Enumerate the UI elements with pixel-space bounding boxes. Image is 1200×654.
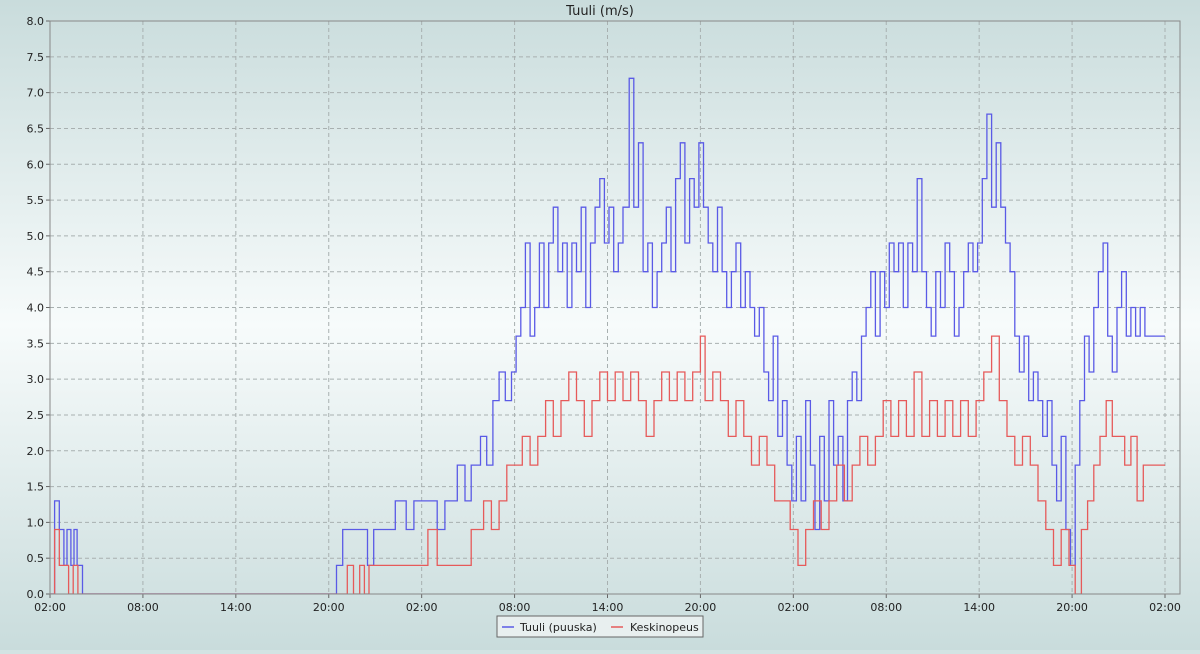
chart-title: Tuuli (m/s) (565, 4, 634, 19)
y-tick-label: 1.5 (27, 481, 45, 494)
legend-label-keskinopeus: Keskinopeus (630, 621, 699, 634)
y-tick-label: 3.0 (27, 373, 45, 386)
y-tick-label: 6.5 (27, 122, 45, 135)
x-tick-label: 20:00 (685, 601, 717, 614)
x-tick-label: 02:00 (406, 601, 438, 614)
x-tick-label: 02:00 (777, 601, 809, 614)
x-axis: 02:00 08:00 14:00 20:00 02:00 08:00 14:00 20:00… (34, 594, 1181, 614)
series-line-puuska (50, 77, 1165, 594)
legend-box (496, 615, 704, 638)
x-tick-label: 08:00 (499, 601, 531, 614)
y-tick-label: 5.0 (27, 230, 45, 243)
x-tick-label: 08:00 (127, 601, 159, 614)
plot-frame (49, 20, 1181, 595)
y-tick-label: 6.0 (27, 158, 45, 171)
y-tick-label: 5.5 (27, 194, 45, 207)
x-tick-label: 14:00 (592, 601, 624, 614)
y-tick-label: 4.5 (27, 266, 45, 279)
series-layer (50, 77, 1165, 594)
y-tick-label: 3.5 (27, 337, 45, 350)
y-tick-label: 0.5 (27, 552, 45, 565)
x-tick-label: 20:00 (1056, 601, 1088, 614)
y-tick-label: 4.0 (27, 302, 45, 315)
y-tick-label: 1.0 (27, 516, 45, 529)
legend: Tuuli (puuska) Keskinopeus (496, 615, 704, 638)
y-tick-label: 0.0 (27, 588, 45, 601)
y-tick-label: 2.0 (27, 445, 45, 458)
legend-label-puuska: Tuuli (puuska) (519, 621, 597, 634)
series-line-keskinopeus (50, 335, 1165, 594)
x-tick-label: 14:00 (220, 601, 252, 614)
y-tick-label: 2.5 (27, 409, 45, 422)
x-tick-label: 02:00 (34, 601, 66, 614)
y-tick-label: 7.5 (27, 51, 45, 64)
y-tick-label: 7.0 (27, 87, 45, 100)
x-tick-label: 14:00 (963, 601, 995, 614)
x-tick-label: 20:00 (313, 601, 345, 614)
y-tick-label: 8.0 (27, 15, 45, 28)
y-axis: 0.0 0.5 1.0 1.5 2.0 2.5 3.0 3.5 4.0 4.5 5.0 5.5 6.0 6… (27, 15, 50, 601)
x-tick-label: 08:00 (870, 601, 902, 614)
x-tick-label: 02:00 (1149, 601, 1181, 614)
